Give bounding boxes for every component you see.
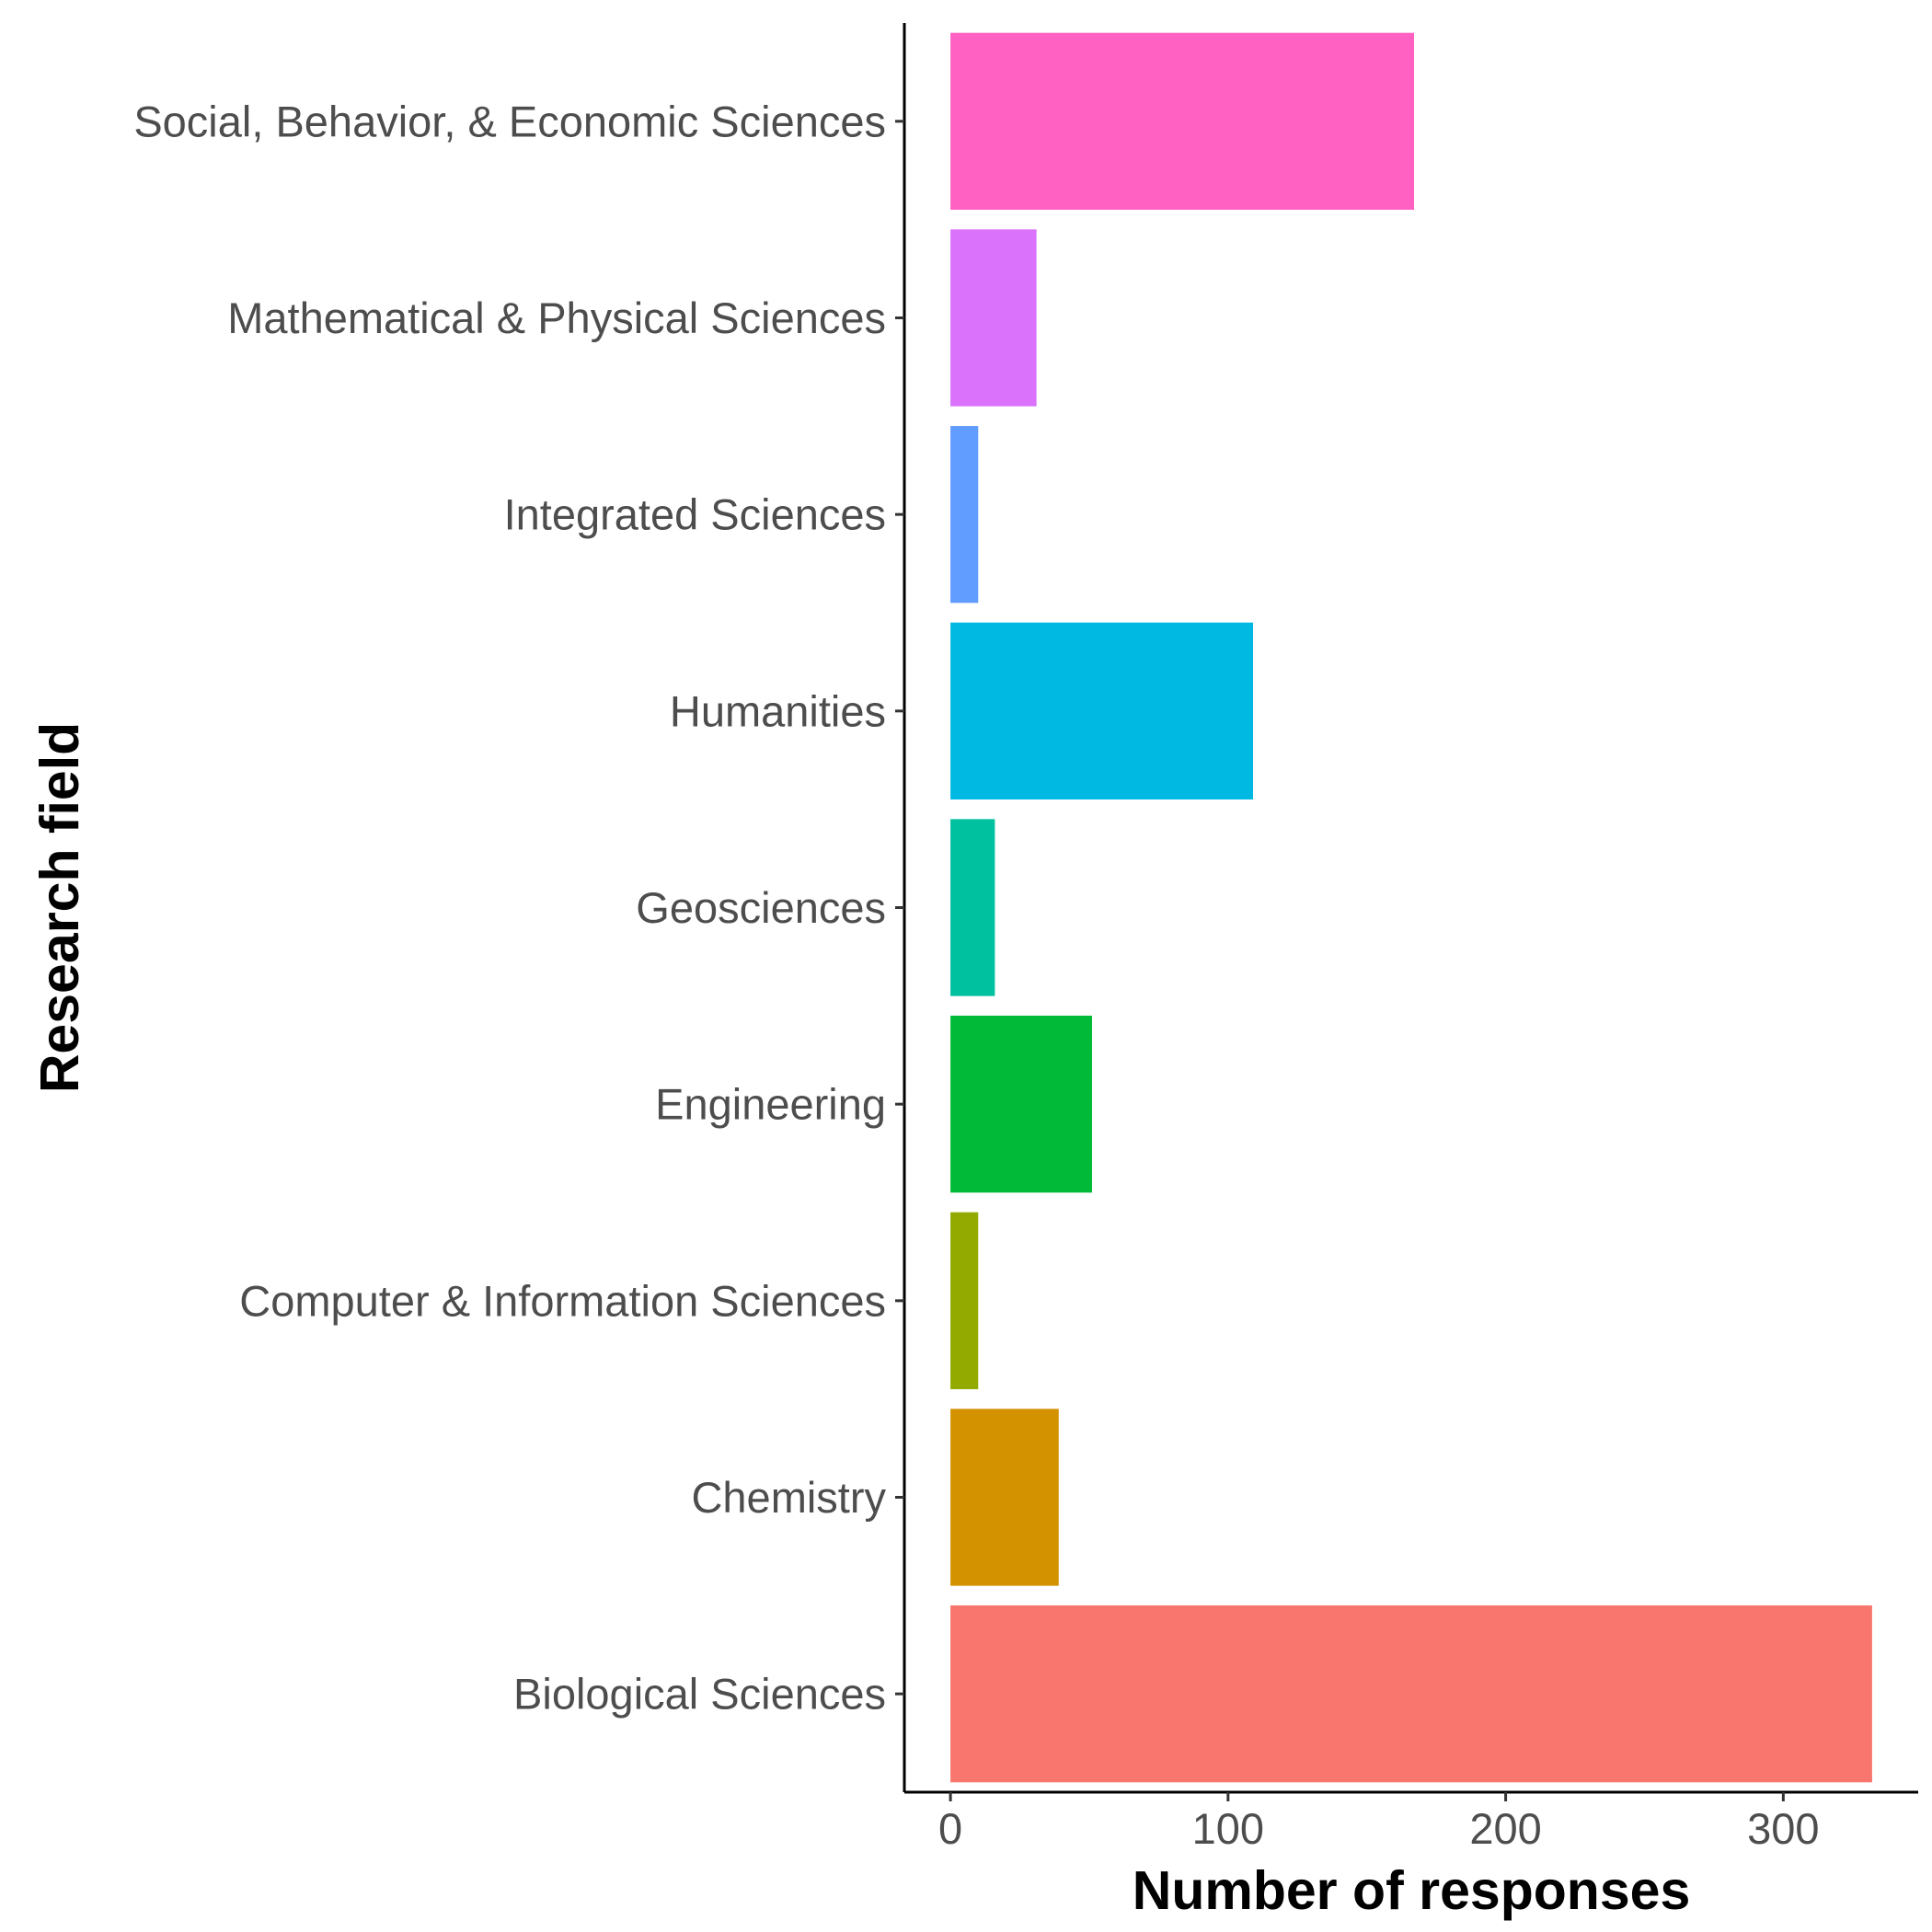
y-tick-label-engineering: Engineering	[655, 1080, 886, 1129]
y-axis-title: Research field	[29, 722, 90, 1093]
x-axis: 0 100 200 300	[904, 1790, 1918, 1853]
y-tick-label-mathematical-and-physical-sciences: Mathematical & Physical Sciences	[227, 293, 886, 342]
bar-computer-and-information-sciences	[950, 1212, 979, 1389]
x-tick-label-0: 0	[938, 1804, 962, 1853]
y-axis: Biological Sciences Chemistry Computer & I…	[133, 23, 906, 1792]
bar-engineering	[950, 1016, 1092, 1193]
bar-social-behavior-and-economic-sciences	[950, 32, 1415, 210]
x-tick-label-200: 200	[1469, 1804, 1541, 1853]
x-axis-title: Number of responses	[1133, 1860, 1691, 1921]
y-tick-label-social-behavior-and-economic-sciences: Social, Behavior, & Economic Sciences	[133, 97, 886, 145]
x-tick-label-100: 100	[1192, 1804, 1264, 1853]
y-tick-label-chemistry: Chemistry	[691, 1473, 886, 1522]
y-tick-label-computer-and-information-sciences: Computer & Information Sciences	[239, 1276, 886, 1325]
x-tick-label-300: 300	[1747, 1804, 1819, 1853]
bar-geosciences	[950, 819, 995, 996]
bar-humanities	[950, 622, 1254, 799]
y-tick-label-humanities: Humanities	[670, 686, 886, 735]
y-tick-label-biological-sciences: Biological Sciences	[513, 1670, 886, 1719]
y-tick-label-integrated-sciences: Integrated Sciences	[504, 490, 886, 539]
bar-integrated-sciences	[950, 426, 979, 604]
y-tick-label-geosciences: Geosciences	[636, 883, 886, 932]
bar-chemistry	[950, 1409, 1059, 1586]
bar-biological-sciences	[950, 1605, 1872, 1783]
bars-layer	[950, 32, 1872, 1783]
bar-mathematical-and-physical-sciences	[950, 229, 1037, 407]
